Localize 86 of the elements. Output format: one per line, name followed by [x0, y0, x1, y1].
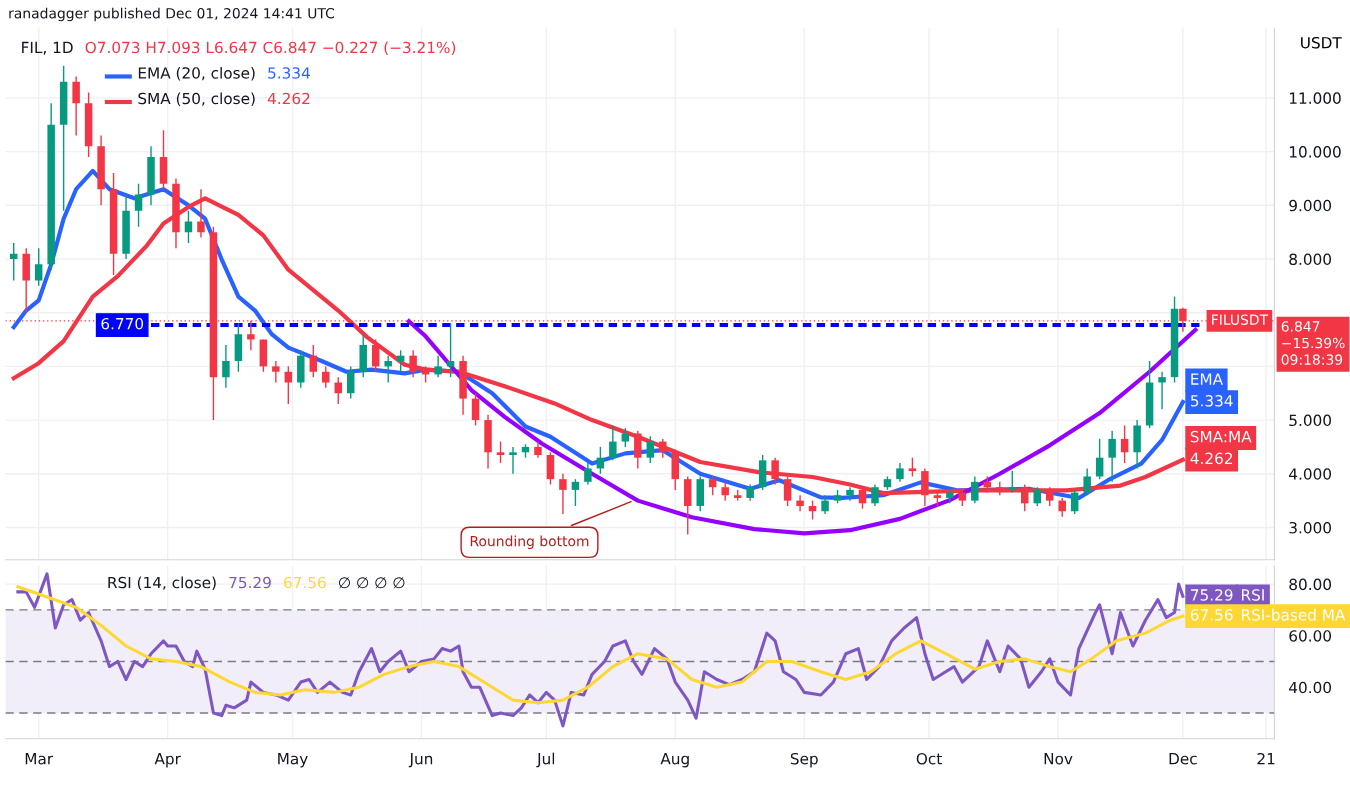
x-tick-label: Oct: [916, 752, 942, 765]
text: O7.073 H7.093 L6.647 C6.847 −0.227 (−3.21%): [85, 41, 456, 56]
data-label: 67.56: [1190, 609, 1233, 621]
legend-label: EMA (20, close): [138, 66, 255, 81]
annotation: EMA: [1191, 373, 1223, 385]
candlestick: [908, 456, 917, 478]
annotation: Rounding bottom: [470, 535, 589, 550]
x-tick-label: Sep: [790, 752, 818, 768]
candlestick: [796, 494, 804, 513]
candlestick: [821, 494, 829, 515]
candlestick: [771, 456, 779, 486]
x-tick-label: Dec: [1169, 753, 1197, 765]
x-tick-label: 21: [1257, 752, 1275, 765]
x-tick-label: Jul: [536, 752, 555, 768]
x-tick-label: Jun: [408, 753, 433, 768]
x-tick-label: May: [278, 753, 308, 768]
candlestick: [371, 338, 380, 373]
candlestick: [559, 473, 567, 515]
y-tick-label: 60.00: [1289, 630, 1332, 642]
text: 67.56: [284, 576, 326, 589]
data-label: 5.334: [1190, 395, 1233, 407]
candlestick: [708, 475, 717, 496]
candlestick: [1083, 467, 1091, 496]
candlestick: [471, 392, 480, 427]
candlestick: [409, 349, 417, 378]
candlestick: [571, 478, 580, 507]
y-tick-label: 40.00: [1289, 681, 1332, 694]
data-label: 75.29: [1191, 589, 1233, 601]
y-axis-title: USDT: [1301, 36, 1342, 49]
candlestick: [272, 360, 280, 384]
candlestick: [871, 483, 879, 507]
y-tick-label: 4.000: [1289, 468, 1332, 480]
y-tick-label: 9.000: [1289, 199, 1332, 212]
candlestick: [134, 183, 143, 228]
x-tick-label: Apr: [154, 753, 181, 768]
candlestick: [184, 209, 193, 244]
candlestick: [609, 424, 617, 462]
legend-label: RSI-based MA: [1241, 608, 1346, 621]
candlestick: [659, 438, 667, 459]
x-tick-label: Mar: [25, 753, 54, 765]
candlestick: [1120, 424, 1129, 464]
y-tick-label: 8.000: [1289, 253, 1332, 266]
candlestick: [34, 247, 43, 287]
candlestick: [72, 75, 80, 137]
candlestick: [1108, 430, 1116, 483]
candlestick: [1008, 470, 1017, 494]
ref-line-label: FILUSDT: [1212, 314, 1269, 325]
y-tick-label: 3.000: [1289, 521, 1332, 534]
text: ranadagger published Dec 01, 2024 14:41 UTC: [9, 7, 335, 22]
y-tick-label: 10.000: [1289, 146, 1341, 158]
text: 4.262: [267, 92, 310, 105]
candlestick: [1058, 497, 1066, 518]
text: 6.847 −15.39% 09:18:39: [1281, 321, 1345, 365]
x-tick-label: Aug: [660, 753, 689, 768]
candlestick: [896, 462, 904, 483]
candlestick: [222, 344, 230, 389]
candlestick: [646, 435, 655, 464]
candlestick: [721, 481, 729, 502]
candlestick: [509, 446, 517, 475]
legend-label: RSI: [1241, 589, 1264, 601]
data-label: 6.770: [101, 317, 144, 330]
candlestick: [346, 365, 355, 400]
candlestick: [1033, 486, 1041, 507]
text: RSI (14, close): [108, 576, 216, 591]
text: FIL, 1D: [22, 41, 73, 55]
candlestick: [334, 376, 342, 405]
y-tick-label: 80.00: [1289, 578, 1332, 591]
annotation: SMA:MA: [1190, 430, 1252, 443]
candlestick: [434, 354, 442, 378]
candlestick: [584, 462, 592, 486]
legend-label: SMA (50, close): [138, 92, 255, 107]
annotation: ∅ ∅ ∅ ∅: [338, 577, 405, 589]
y-tick-label: 11.000: [1289, 92, 1341, 104]
candlestick: [971, 475, 979, 505]
candlestick: [496, 440, 505, 464]
candlestick: [846, 486, 854, 502]
candlestick: [1158, 371, 1166, 411]
candlestick: [384, 354, 392, 384]
candlestick: [621, 427, 630, 448]
x-tick-label: Nov: [1044, 753, 1073, 765]
data-label: 4.262: [1190, 452, 1233, 465]
candlestick: [309, 344, 318, 378]
y-tick-label: 5.000: [1289, 414, 1332, 427]
text: 75.29: [229, 576, 271, 589]
text: 5.334: [268, 67, 310, 79]
candlestick: [322, 365, 330, 389]
